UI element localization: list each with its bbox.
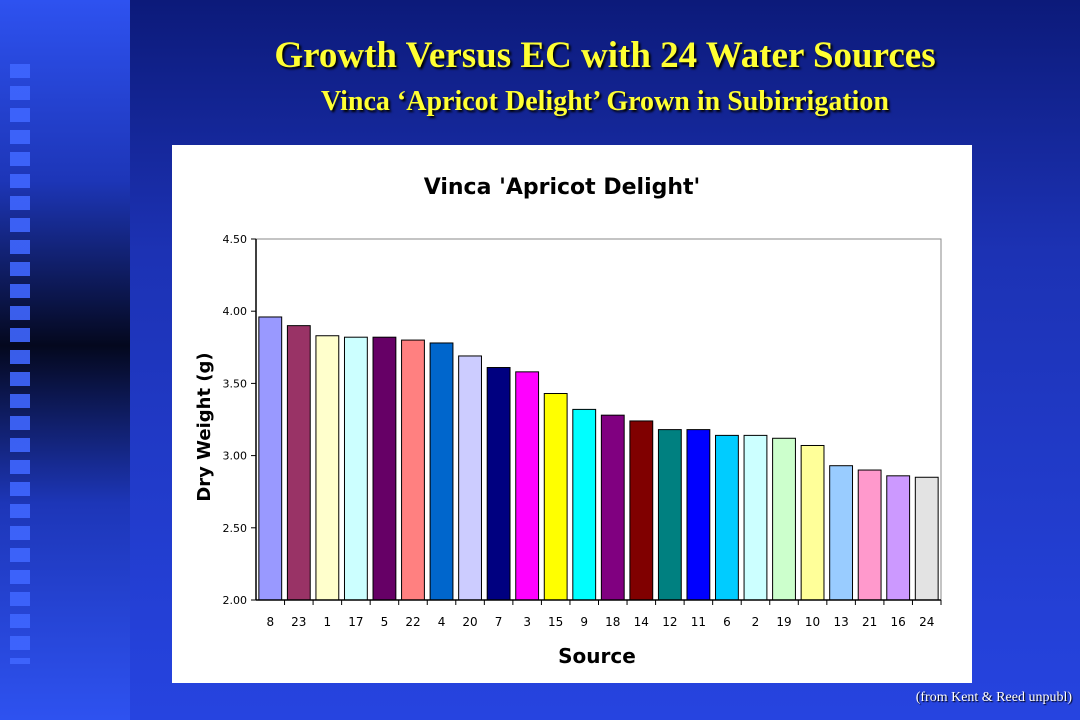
- x-tick-label: 8: [266, 615, 274, 629]
- bar: [914, 476, 939, 601]
- bar: [715, 434, 739, 601]
- x-tick-label: 18: [605, 615, 620, 629]
- x-tick-label: 23: [291, 615, 306, 629]
- x-tick-label: 11: [691, 615, 706, 629]
- bar: [600, 414, 625, 601]
- bar: [857, 469, 882, 601]
- y-tick-label: 3.00: [223, 450, 248, 463]
- bar: [800, 444, 825, 601]
- x-axis-label: Source: [558, 644, 636, 668]
- bar: [686, 429, 711, 601]
- x-tick-label: 15: [548, 615, 563, 629]
- bar: [772, 437, 796, 601]
- x-tick-label: 6: [723, 615, 731, 629]
- slide-title: Growth Versus EC with 24 Water Sources: [274, 35, 936, 76]
- x-tick-label: 21: [862, 615, 877, 629]
- x-tick-label: 17: [348, 615, 363, 629]
- bar: [258, 316, 283, 601]
- x-tick-label: 20: [462, 615, 477, 629]
- bar: [886, 475, 911, 601]
- decorative-squares: [10, 64, 30, 664]
- x-tick-label: 5: [381, 615, 389, 629]
- x-tick-label: 7: [495, 615, 503, 629]
- slide-subtitle: Vinca ‘Apricot Delight’ Grown in Subirri…: [320, 86, 890, 117]
- x-tick-label: 1: [324, 615, 332, 629]
- chart-frame: Vinca 'Apricot Delight' 2.00 2.50 3.00 3.50…: [172, 145, 972, 683]
- bar-chart: Vinca 'Apricot Delight' 2.00 2.50 3.00 3.50…: [194, 175, 942, 668]
- x-tick-label: 4: [438, 615, 446, 629]
- bar: [515, 371, 540, 601]
- bar: [657, 429, 682, 601]
- plot-area: 2.002.503.003.504.004.508 23 1 17 5 22 4 20 7 3 15…: [223, 233, 942, 629]
- x-tick-label: 9: [580, 615, 588, 629]
- bar: [543, 393, 568, 601]
- chart-title: Vinca 'Apricot Delight': [424, 175, 701, 200]
- x-tick-label: 22: [405, 615, 420, 629]
- source-credit: (from Kent & Reed unpubl): [915, 690, 1072, 705]
- x-tick-label: 2: [752, 615, 760, 629]
- x-tick-label: 19: [776, 615, 791, 629]
- y-tick-label: 3.50: [223, 377, 248, 390]
- x-tick-label: 14: [634, 615, 649, 629]
- bar: [315, 335, 340, 601]
- y-tick-label: 4.00: [223, 305, 248, 318]
- bar: [429, 342, 454, 601]
- bar: [486, 367, 511, 601]
- x-tick-label: 24: [919, 615, 934, 629]
- bar: [829, 465, 854, 601]
- x-tick-label: 10: [805, 615, 820, 629]
- y-axis-label: Dry Weight (g): [194, 352, 215, 501]
- bar: [401, 339, 425, 601]
- x-tick-label: 13: [833, 615, 848, 629]
- x-tick-label: 12: [662, 615, 677, 629]
- y-tick-label: 2.00: [223, 594, 248, 607]
- bar: [629, 420, 654, 601]
- x-tick-label: 3: [523, 615, 531, 629]
- bar: [572, 408, 597, 601]
- y-tick-label: 4.50: [223, 233, 248, 246]
- bar: [458, 355, 482, 601]
- bar: [743, 434, 768, 601]
- bar: [343, 336, 368, 601]
- x-tick-label: 16: [891, 615, 906, 629]
- bar: [286, 325, 311, 601]
- bar: [372, 336, 397, 601]
- y-tick-label: 2.50: [223, 522, 248, 535]
